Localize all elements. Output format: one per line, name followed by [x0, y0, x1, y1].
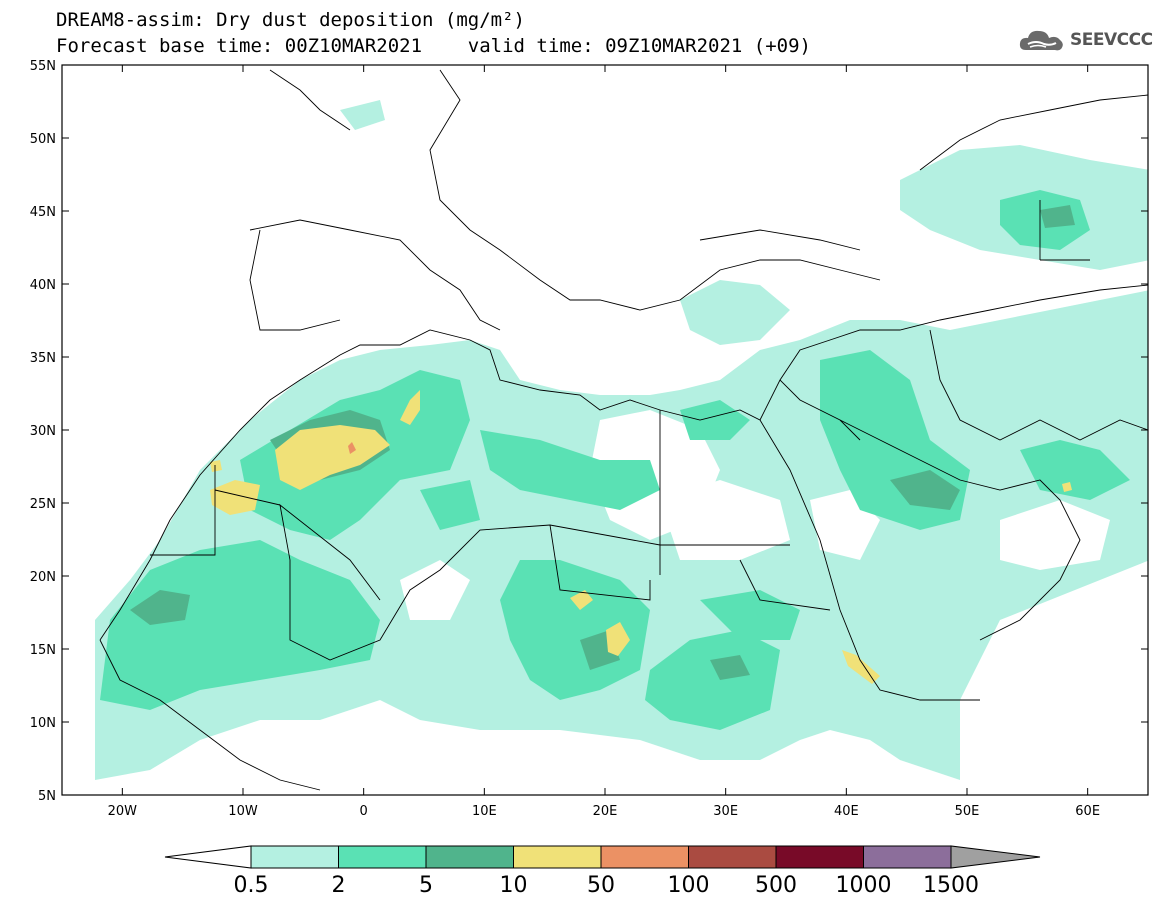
colorbar-bin — [425, 845, 514, 869]
colorbar-label: 2 — [332, 873, 346, 898]
longitude-axis: 20W 10W 0 10E 20E 30E 40E 50E 60E — [108, 65, 1100, 819]
colorbar-label: 0.5 — [234, 873, 269, 898]
colorbar-label: 1000 — [836, 873, 892, 898]
map-title: DREAM8-assim: Dry dust deposition (mg/m²… — [56, 9, 525, 31]
colorbar-label: 5 — [419, 873, 433, 898]
lat-tick-label: 55N — [30, 59, 56, 74]
lat-tick-label: 20N — [30, 570, 56, 585]
lat-tick-label: 45N — [30, 205, 56, 220]
colorbar-bin — [600, 845, 689, 869]
colorbar-max-arrow — [950, 845, 1041, 869]
coastlines — [99, 69, 1148, 791]
logo-text: SEEVCCC — [1070, 30, 1153, 50]
colorbar: 0.5 2 5 10 50 100 500 1000 1500 — [164, 845, 1041, 898]
colorbar-bin — [250, 845, 339, 869]
lat-tick-label: 30N — [30, 424, 56, 439]
lat-tick-label: 15N — [30, 643, 56, 658]
lon-tick-label: 0 — [360, 804, 368, 819]
dust-fields — [95, 100, 1148, 780]
latitude-axis: 55N 50N 45N 40N 35N 30N 25N 20N 15N 10N 5N — [30, 59, 1148, 804]
colorbar-label: 100 — [668, 873, 710, 898]
lat-tick-label: 50N — [30, 132, 56, 147]
cloud-icon — [1019, 30, 1063, 51]
colorbar-label: 1500 — [923, 873, 979, 898]
lon-tick-label: 10E — [472, 804, 497, 819]
colorbar-label: 10 — [500, 873, 528, 898]
colorbar-label: 50 — [587, 873, 615, 898]
colorbar-bin — [775, 845, 864, 869]
lon-tick-label: 30E — [713, 804, 738, 819]
lon-tick-label: 10W — [228, 804, 258, 819]
lat-tick-label: 35N — [30, 351, 56, 366]
lat-tick-label: 25N — [30, 497, 56, 512]
lon-tick-label: 20E — [593, 804, 618, 819]
lat-tick-label: 5N — [38, 789, 56, 804]
colorbar-bin — [338, 845, 427, 869]
colorbar-min-arrow — [164, 845, 252, 869]
colorbar-bin — [513, 845, 602, 869]
colorbar-label: 500 — [755, 873, 797, 898]
colorbar-bin — [688, 845, 777, 869]
lon-tick-label: 20W — [108, 804, 138, 819]
lat-tick-label: 40N — [30, 278, 56, 293]
lon-tick-label: 60E — [1075, 804, 1100, 819]
lat-tick-label: 10N — [30, 716, 56, 731]
seevccc-logo: SEEVCCC — [1018, 26, 1153, 54]
colorbar-bin — [863, 845, 952, 869]
lon-tick-label: 50E — [955, 804, 980, 819]
map-subtitle: Forecast base time: 00Z10MAR2021 valid t… — [56, 35, 811, 57]
lon-tick-label: 40E — [834, 804, 859, 819]
